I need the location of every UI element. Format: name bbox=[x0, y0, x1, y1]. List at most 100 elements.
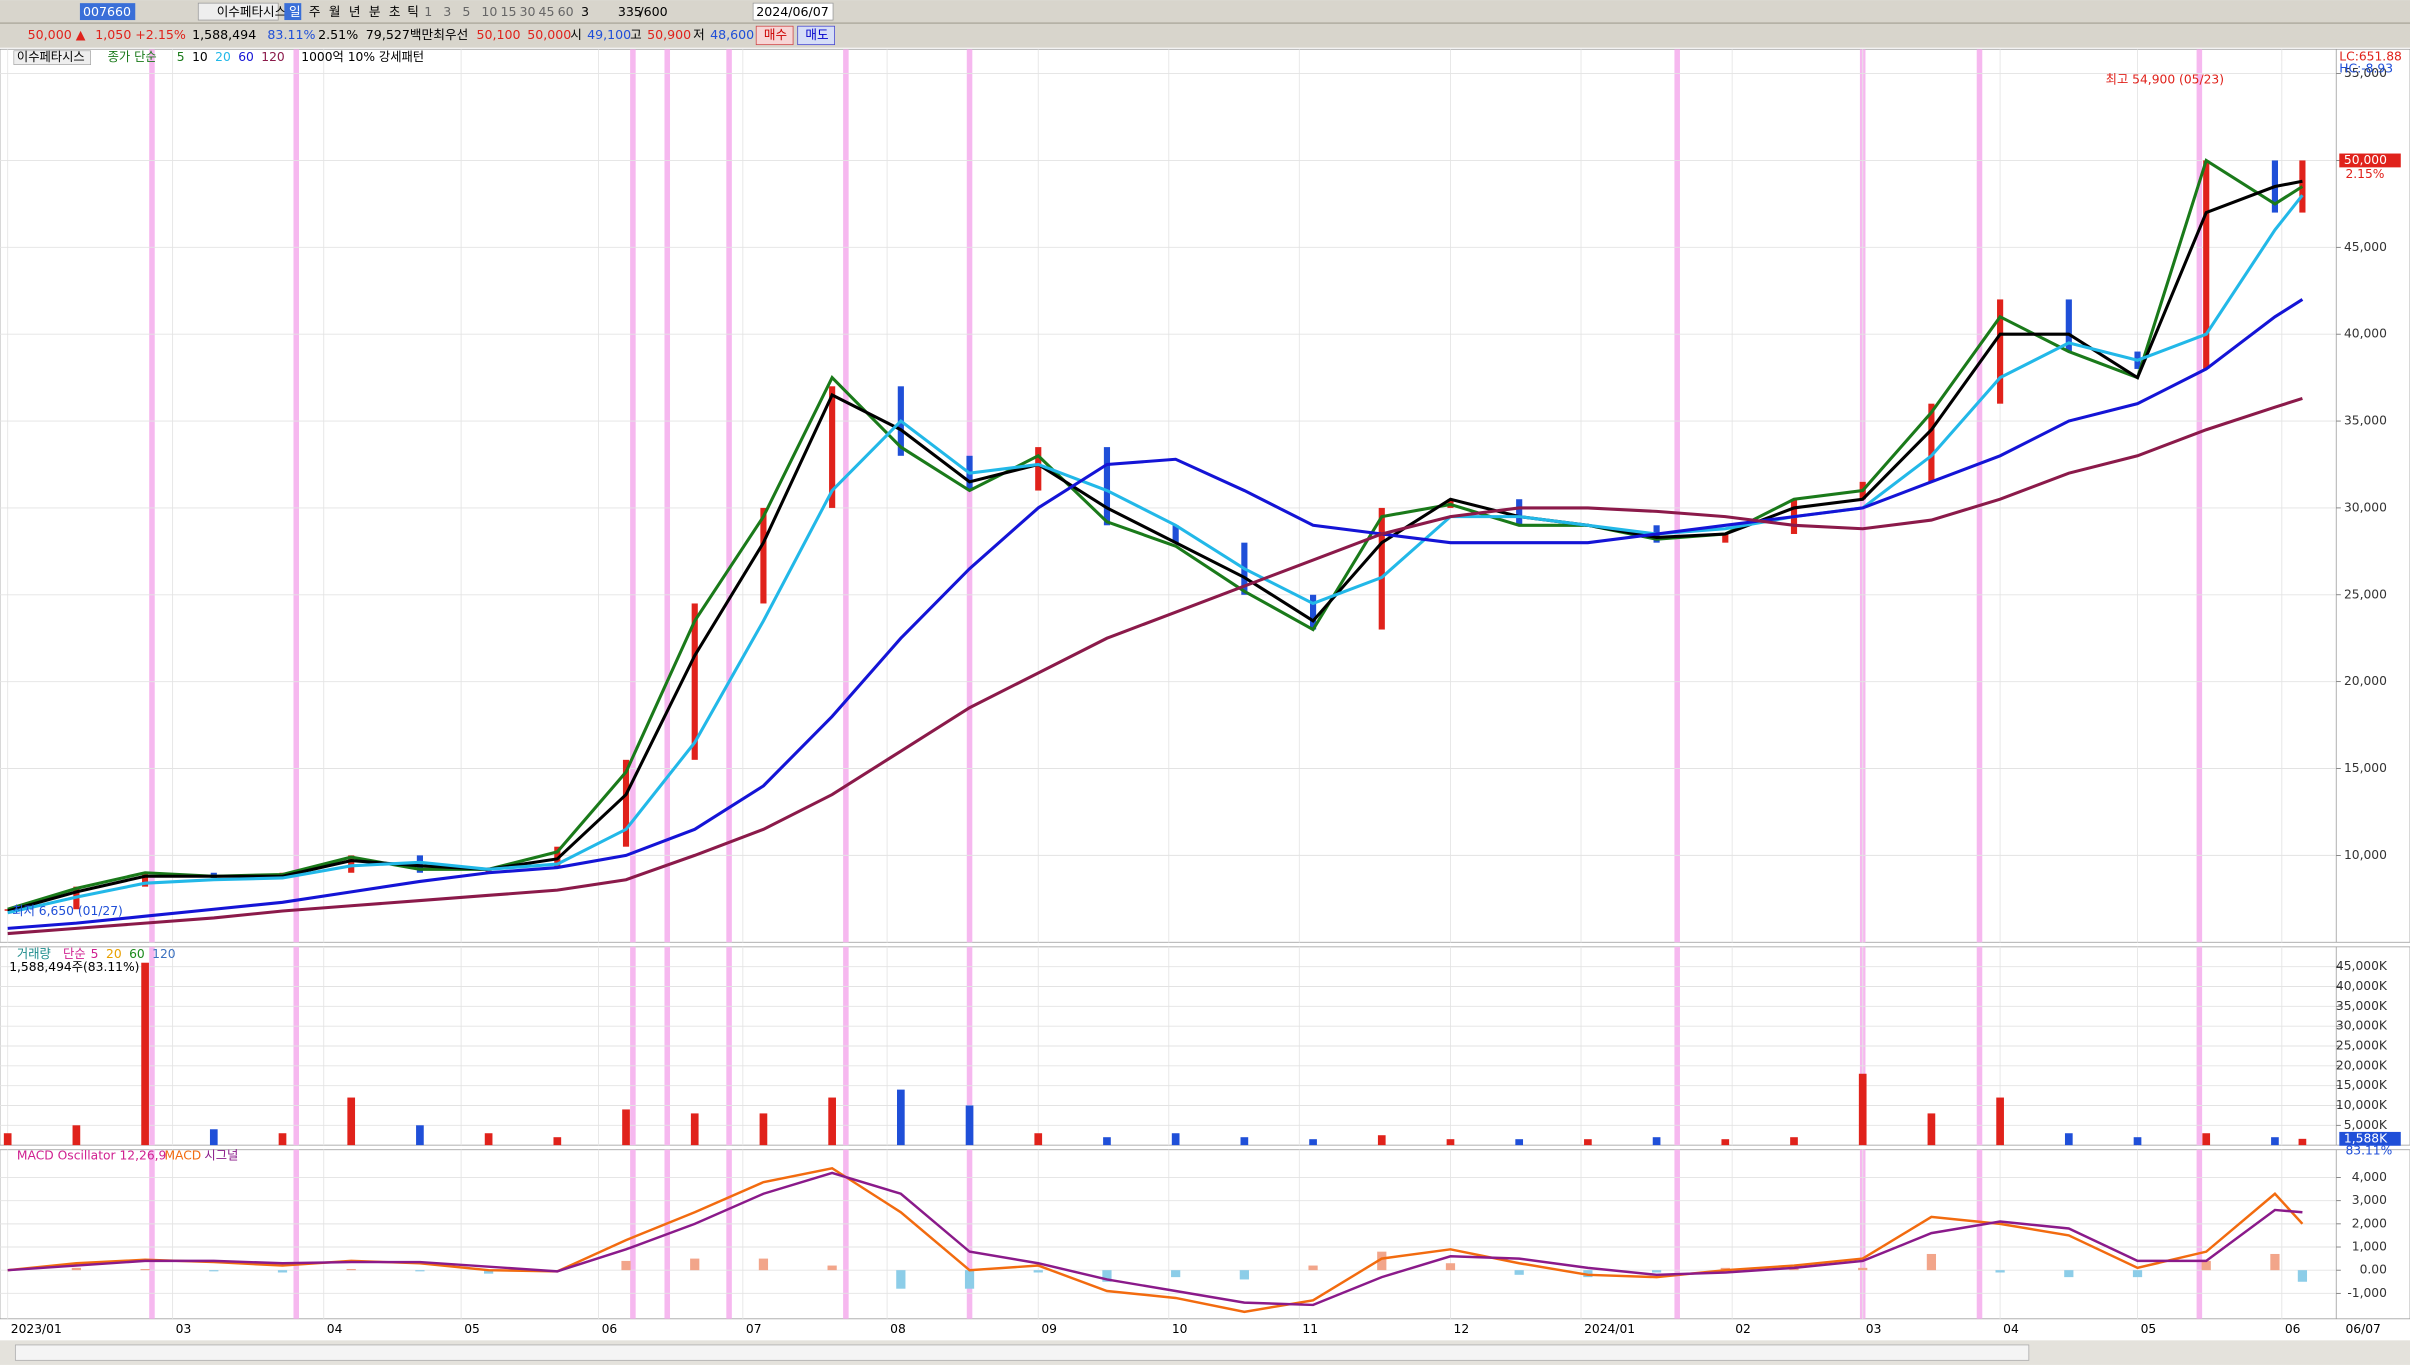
candle bbox=[416, 855, 423, 873]
legend-entry: 시그널 bbox=[204, 1148, 238, 1162]
candle bbox=[1722, 533, 1729, 543]
interval-button[interactable]: 5 bbox=[462, 4, 470, 19]
open: 49,100 bbox=[587, 27, 631, 42]
interval-button[interactable]: 45 bbox=[539, 4, 555, 19]
high: 50,900 bbox=[647, 27, 691, 42]
open-label: 시 bbox=[570, 27, 582, 42]
volume-bar bbox=[3, 1133, 12, 1146]
period-button[interactable]: 틱 bbox=[407, 4, 419, 19]
x-tick-label: 03 bbox=[1866, 1322, 1882, 1336]
count-field[interactable]: 3 bbox=[581, 4, 589, 19]
x-tick-label: 12 bbox=[1454, 1322, 1470, 1336]
change: 1,050 bbox=[95, 27, 131, 42]
scroll-track[interactable] bbox=[14, 1344, 2030, 1361]
hc-label: HC:-8.93 bbox=[2339, 62, 2393, 76]
volume-bar bbox=[1034, 1133, 1043, 1146]
volume-bar bbox=[1790, 1137, 1798, 1146]
candle bbox=[1172, 525, 1179, 543]
oscillator-bar bbox=[964, 1270, 975, 1289]
buy-label[interactable]: 매수 bbox=[764, 27, 787, 42]
x-tick-label: 03 bbox=[176, 1322, 192, 1336]
pattern-highlight bbox=[1976, 49, 1983, 943]
y-tick-label: 45,000K bbox=[2336, 959, 2388, 973]
ma-line bbox=[7, 298, 2304, 930]
code-box[interactable] bbox=[79, 3, 136, 21]
volume-bar bbox=[278, 1133, 287, 1146]
period-button[interactable]: 년 bbox=[349, 4, 361, 19]
y-tick-label: 25,000K bbox=[2336, 1038, 2388, 1052]
y-tick-label: 0.00 bbox=[2360, 1263, 2387, 1277]
volume-bar bbox=[72, 1125, 81, 1146]
oscillator-bar bbox=[2297, 1270, 2308, 1282]
oscillator-bar bbox=[2201, 1260, 2211, 1271]
interval-button[interactable]: 15 bbox=[500, 4, 516, 19]
volume-bar bbox=[1309, 1139, 1317, 1146]
sell-label[interactable]: 매도 bbox=[805, 27, 828, 42]
legend-entry: 20 bbox=[106, 947, 122, 961]
pattern-highlight bbox=[726, 1149, 732, 1319]
candle bbox=[1035, 447, 1042, 491]
interval-button[interactable]: 1 bbox=[424, 4, 432, 19]
bar-count[interactable]: 335 bbox=[618, 4, 642, 19]
pattern-highlight bbox=[149, 1149, 155, 1319]
legend-entry: 5 bbox=[91, 947, 99, 961]
volume-bar bbox=[828, 1097, 836, 1146]
interval-button[interactable]: 60 bbox=[558, 4, 574, 19]
y-tick-label: 15,000K bbox=[2336, 1078, 2388, 1092]
volume-bar bbox=[2133, 1137, 2142, 1146]
pattern-highlight bbox=[630, 49, 636, 943]
volume-bar bbox=[553, 1137, 562, 1146]
interval-button[interactable]: 3 bbox=[443, 4, 451, 19]
amount: 79,527백만 bbox=[366, 27, 434, 42]
volume-bar bbox=[1377, 1135, 1386, 1146]
plot-area: 10,000 15,000 20,000 25,000 30,000 35,000 40,0… bbox=[0, 48, 2410, 1336]
lc-label: LC:651.88 bbox=[2339, 49, 2402, 63]
y-tick-label: 25,000 bbox=[2344, 587, 2387, 601]
volume-ratio: 83.11% bbox=[267, 27, 315, 42]
x-tick-label: 2023/01 bbox=[11, 1322, 62, 1336]
oscillator-bar bbox=[758, 1258, 769, 1271]
period-button[interactable]: 일 bbox=[289, 4, 301, 19]
date-box[interactable] bbox=[752, 2, 834, 21]
period-button[interactable]: 주 bbox=[309, 4, 321, 19]
y-tick-label: 20,000 bbox=[2344, 674, 2387, 688]
period-active[interactable] bbox=[284, 3, 302, 21]
stock-code[interactable]: 007660 bbox=[83, 4, 131, 19]
buy-button[interactable] bbox=[755, 25, 794, 46]
date[interactable]: 2024/06/07 bbox=[756, 4, 829, 19]
interval-button[interactable]: 10 bbox=[481, 4, 497, 19]
y-tick-label: 2,000 bbox=[2352, 1216, 2387, 1230]
low-annotation: 최저 6,650 (01/27) bbox=[12, 904, 123, 918]
interval-button[interactable]: 30 bbox=[520, 4, 536, 19]
pattern-highlight bbox=[1976, 1149, 1983, 1319]
candle bbox=[829, 386, 836, 508]
volume-bar bbox=[690, 1113, 699, 1146]
oscillator-bar bbox=[1514, 1270, 1524, 1275]
oscillator-bar bbox=[1239, 1270, 1249, 1280]
candle bbox=[1378, 507, 1385, 630]
price: 50,000 ▲ bbox=[28, 27, 86, 42]
candle bbox=[691, 603, 698, 760]
period-button[interactable]: 월 bbox=[329, 4, 341, 19]
panel bbox=[0, 48, 2410, 943]
pattern-highlight bbox=[293, 1149, 300, 1319]
oscillator-bar bbox=[346, 1269, 356, 1271]
ma-line bbox=[7, 194, 2304, 915]
x-tick-label: 05 bbox=[2141, 1322, 2157, 1336]
y-tick-label: 55,000 bbox=[2344, 66, 2387, 80]
period-button[interactable]: 초 bbox=[389, 4, 401, 19]
volume-bar bbox=[1446, 1139, 1455, 1146]
change-pct: +2.15% bbox=[135, 27, 186, 42]
oscillator-bar bbox=[2064, 1270, 2074, 1278]
legend-entry: 120 bbox=[261, 50, 284, 64]
oscillator-bar bbox=[1995, 1270, 2005, 1273]
candle bbox=[2203, 160, 2210, 369]
name-box[interactable] bbox=[197, 2, 279, 21]
bar-max: /600 bbox=[639, 4, 667, 19]
last-price-label: 50,000 bbox=[2344, 153, 2387, 167]
volume-bar bbox=[209, 1129, 218, 1146]
stock-name[interactable]: 이수페타시스 bbox=[217, 4, 287, 19]
period-button[interactable]: 분 bbox=[369, 4, 381, 19]
sell-button[interactable] bbox=[797, 25, 835, 46]
